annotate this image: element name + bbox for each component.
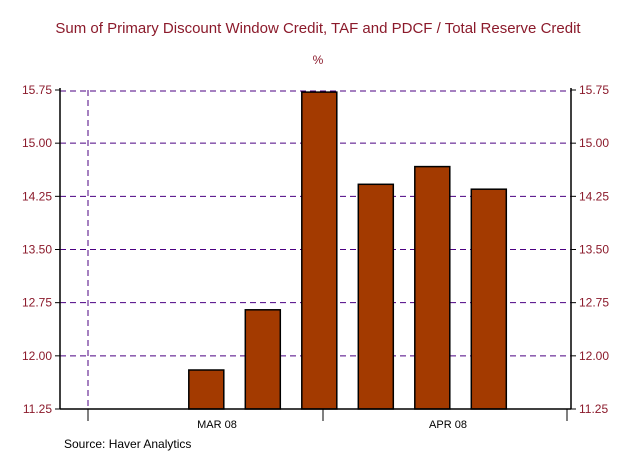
bar [188, 369, 225, 410]
source-note: Source: Haver Analytics [64, 437, 191, 451]
y-tick-label: 13.50 [22, 243, 52, 257]
y-axis-right: 15.75 15.00 14.25 13.50 12.75 12.00 11.25 [579, 83, 609, 416]
bars [188, 91, 508, 410]
bar [470, 188, 508, 410]
bar [301, 91, 338, 410]
bar [357, 183, 395, 410]
chart-title: Sum of Primary Discount Window Credit, T… [55, 20, 581, 37]
y-tick-label: 15.75 [22, 83, 52, 97]
y-tick-label: 12.00 [22, 349, 52, 363]
bar [244, 309, 282, 410]
y-tick-label: 11.25 [579, 402, 608, 416]
y-tick-label: 12.75 [579, 296, 609, 310]
x-axis: MAR 08 APR 08 [197, 419, 467, 431]
y-tick-label: 12.75 [22, 296, 52, 310]
bar [414, 165, 451, 410]
y-tick-label: 12.00 [579, 349, 609, 363]
y-tick-label: 13.50 [579, 243, 609, 257]
unit-label: % [313, 53, 324, 67]
y-tick-label: 15.00 [579, 136, 609, 150]
y-tick-label: 14.25 [22, 189, 52, 203]
y-tick-label: 11.25 [23, 402, 52, 416]
y-tick-label: 15.00 [22, 136, 52, 150]
plot-frame [55, 88, 576, 421]
x-tick-label: APR 08 [429, 419, 467, 431]
y-tick-label: 15.75 [579, 83, 609, 97]
x-tick-label: MAR 08 [197, 419, 237, 431]
y-axis-left: 15.75 15.00 14.25 13.50 12.75 12.00 11.25 [22, 83, 52, 416]
y-tick-label: 14.25 [579, 189, 609, 203]
